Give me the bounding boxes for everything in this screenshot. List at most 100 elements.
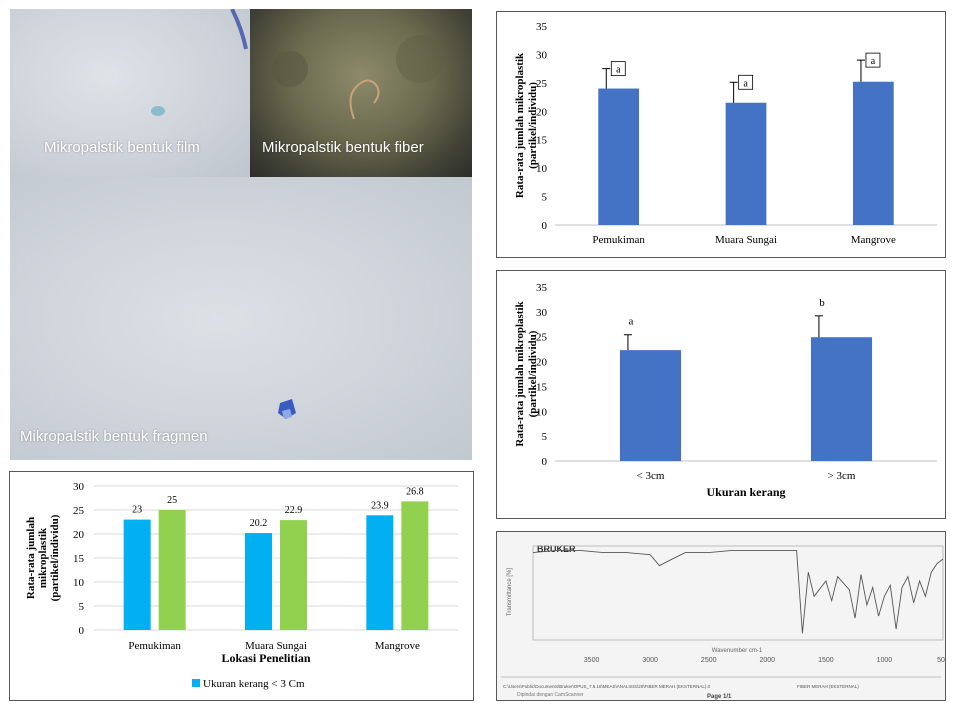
significance-letter: b — [819, 297, 825, 309]
bar — [725, 102, 767, 225]
y-axis-label: Transmittance [%] — [507, 568, 513, 616]
bar — [158, 510, 186, 630]
y-tick-label: 10 — [536, 406, 548, 418]
fragment-label: Mikropalstik bentuk fragmen — [20, 428, 208, 445]
chart-size: 0 5 10 15 20 25 30 35 < 3cm a > 3cm b Rata-rata juml… — [514, 282, 937, 499]
chart-grouped-box: 0 5 10 15 20 25 30 23 25 Pemukiman 20.2 22.9 Muara S… — [9, 471, 474, 701]
x-tick-label: 1000 — [877, 657, 893, 664]
y-tick-label: 20 — [536, 106, 548, 118]
y-tick-label: 35 — [536, 21, 548, 33]
bar — [245, 533, 272, 630]
significance-letter: a — [616, 65, 621, 76]
x-tick-label: Pemukiman — [128, 640, 181, 652]
x-axis-label: Ukuran kerang — [706, 485, 785, 499]
significance-box — [865, 52, 881, 68]
scanned-note: Dipindai dengan CamScanner — [517, 692, 584, 698]
chart-location-box: 0 5 10 15 20 25 30 35 Pemukiman a Muara Sungai a Man… — [496, 11, 946, 258]
y-tick-label: 20 — [73, 529, 85, 541]
film-particle-icon — [151, 9, 248, 116]
y-tick-label: 15 — [73, 553, 85, 565]
y-axis-label: Rata-rata jumlah mikroplastik — [514, 52, 526, 198]
y-tick-label: 20 — [536, 357, 548, 369]
page-label: Page 1/1 — [707, 694, 732, 700]
y-tick-label: 30 — [536, 307, 548, 319]
y-axis-label: (partikel/individu) — [527, 330, 539, 417]
y-tick-label: 25 — [536, 332, 548, 344]
data-label: 26.8 — [406, 486, 424, 497]
chart-size-box: 0 5 10 15 20 25 30 35 < 3cm a > 3cm b Rata-rata juml… — [496, 270, 946, 519]
data-label: 23.9 — [371, 500, 389, 511]
y-tick-label: 10 — [73, 577, 85, 589]
x-axis-label: Lokasi Penelitian — [221, 651, 310, 665]
y-tick-label: 10 — [536, 163, 548, 175]
bar — [852, 81, 894, 225]
bar — [123, 519, 151, 630]
significance-letter: a — [871, 56, 876, 67]
y-tick-label: 25 — [73, 505, 85, 517]
data-label: 25 — [167, 495, 177, 506]
x-tick-label: Mangrove — [851, 234, 896, 246]
y-axis-label: Rata-rata jumlah mikroplastik — [514, 300, 526, 446]
significance-box — [610, 61, 626, 77]
brand-label: BRUKER — [537, 544, 576, 554]
y-tick-label: 0 — [542, 456, 548, 468]
spectrum-background — [497, 532, 945, 700]
y-tick-label: 5 — [542, 192, 548, 204]
chart-grouped: 0 5 10 15 20 25 30 23 25 Pemukiman 20.2 22.9 Muara S… — [25, 481, 458, 690]
bar — [280, 520, 307, 630]
plot-frame — [532, 545, 944, 641]
x-tick-label: 2500 — [701, 657, 717, 664]
significance-letter: a — [743, 78, 748, 89]
y-axis-label: mikroplastik — [37, 527, 49, 588]
x-tick-label: Muara Sungai — [245, 640, 307, 652]
y-tick-label: 0 — [542, 220, 548, 232]
bar — [401, 501, 429, 630]
y-tick-label: 30 — [73, 481, 85, 493]
data-label: 22.9 — [285, 505, 303, 516]
spectrum-chart: BRUKER 3500 3000 2500 2000 1500 1000 500 Wavenum… — [497, 532, 945, 700]
y-tick-label: 0 — [79, 625, 85, 637]
footer-right: FIBER MERAH (EKSTERNAL) — [797, 684, 859, 689]
footer-left: C:\Users\Public\Documents\Bruker\OPUS_7.… — [503, 684, 711, 689]
data-label: 20.2 — [250, 518, 268, 529]
y-tick-label: 15 — [536, 381, 548, 393]
bar — [366, 515, 394, 630]
legend-label: Ukuran kerang < 3 Cm — [203, 678, 305, 690]
fiber-label: Mikropalstik bentuk fiber — [262, 139, 424, 156]
chart-location: 0 5 10 15 20 25 30 35 Pemukiman a Muara Sungai a Man… — [514, 21, 937, 246]
significance-letter: a — [628, 316, 633, 328]
y-axis-label: (partikel/individu) — [49, 514, 61, 601]
fiber-photo: Mikropalstik bentuk fiber — [250, 9, 472, 177]
fragment-particle-icon — [278, 399, 296, 419]
y-tick-label: 35 — [536, 282, 548, 294]
x-tick-label: Pemukiman — [592, 234, 645, 246]
x-axis-label: Wavenumber cm-1 — [712, 648, 763, 654]
bar — [810, 337, 873, 461]
fragment-photo: Mikropalstik bentuk fragmen — [10, 177, 472, 460]
bar — [619, 350, 682, 461]
x-tick-label: 3500 — [584, 657, 600, 664]
x-tick-label: 3000 — [642, 657, 658, 664]
spectrum-line — [532, 549, 944, 634]
y-axis-label: Rata-rata jumlah — [25, 517, 37, 599]
spectrum-box: BRUKER 3500 3000 2500 2000 1500 1000 500 Wavenum… — [496, 531, 946, 701]
x-tick-label: 2000 — [759, 657, 775, 664]
x-tick-label: Muara Sungai — [715, 234, 777, 246]
y-tick-label: 5 — [542, 431, 548, 443]
x-tick-label: 1500 — [818, 657, 834, 664]
x-tick-label: 500 — [937, 657, 945, 664]
y-tick-label: 30 — [536, 49, 548, 61]
x-tick-label: > 3cm — [828, 470, 856, 482]
fiber-particle-icon — [272, 35, 444, 120]
photo-panel: Mikropalstik bentuk film Mikropalstik be… — [10, 9, 472, 460]
x-tick-label: < 3cm — [637, 470, 665, 482]
y-tick-label: 15 — [536, 135, 548, 147]
bar — [598, 88, 640, 226]
y-tick-label: 5 — [79, 601, 85, 613]
data-label: 23 — [132, 505, 142, 516]
legend-swatch — [192, 679, 200, 687]
y-axis-label: (partikel/individu) — [527, 82, 539, 169]
x-tick-label: Mangrove — [375, 640, 420, 652]
significance-box — [738, 74, 754, 90]
y-tick-label: 25 — [536, 78, 548, 90]
